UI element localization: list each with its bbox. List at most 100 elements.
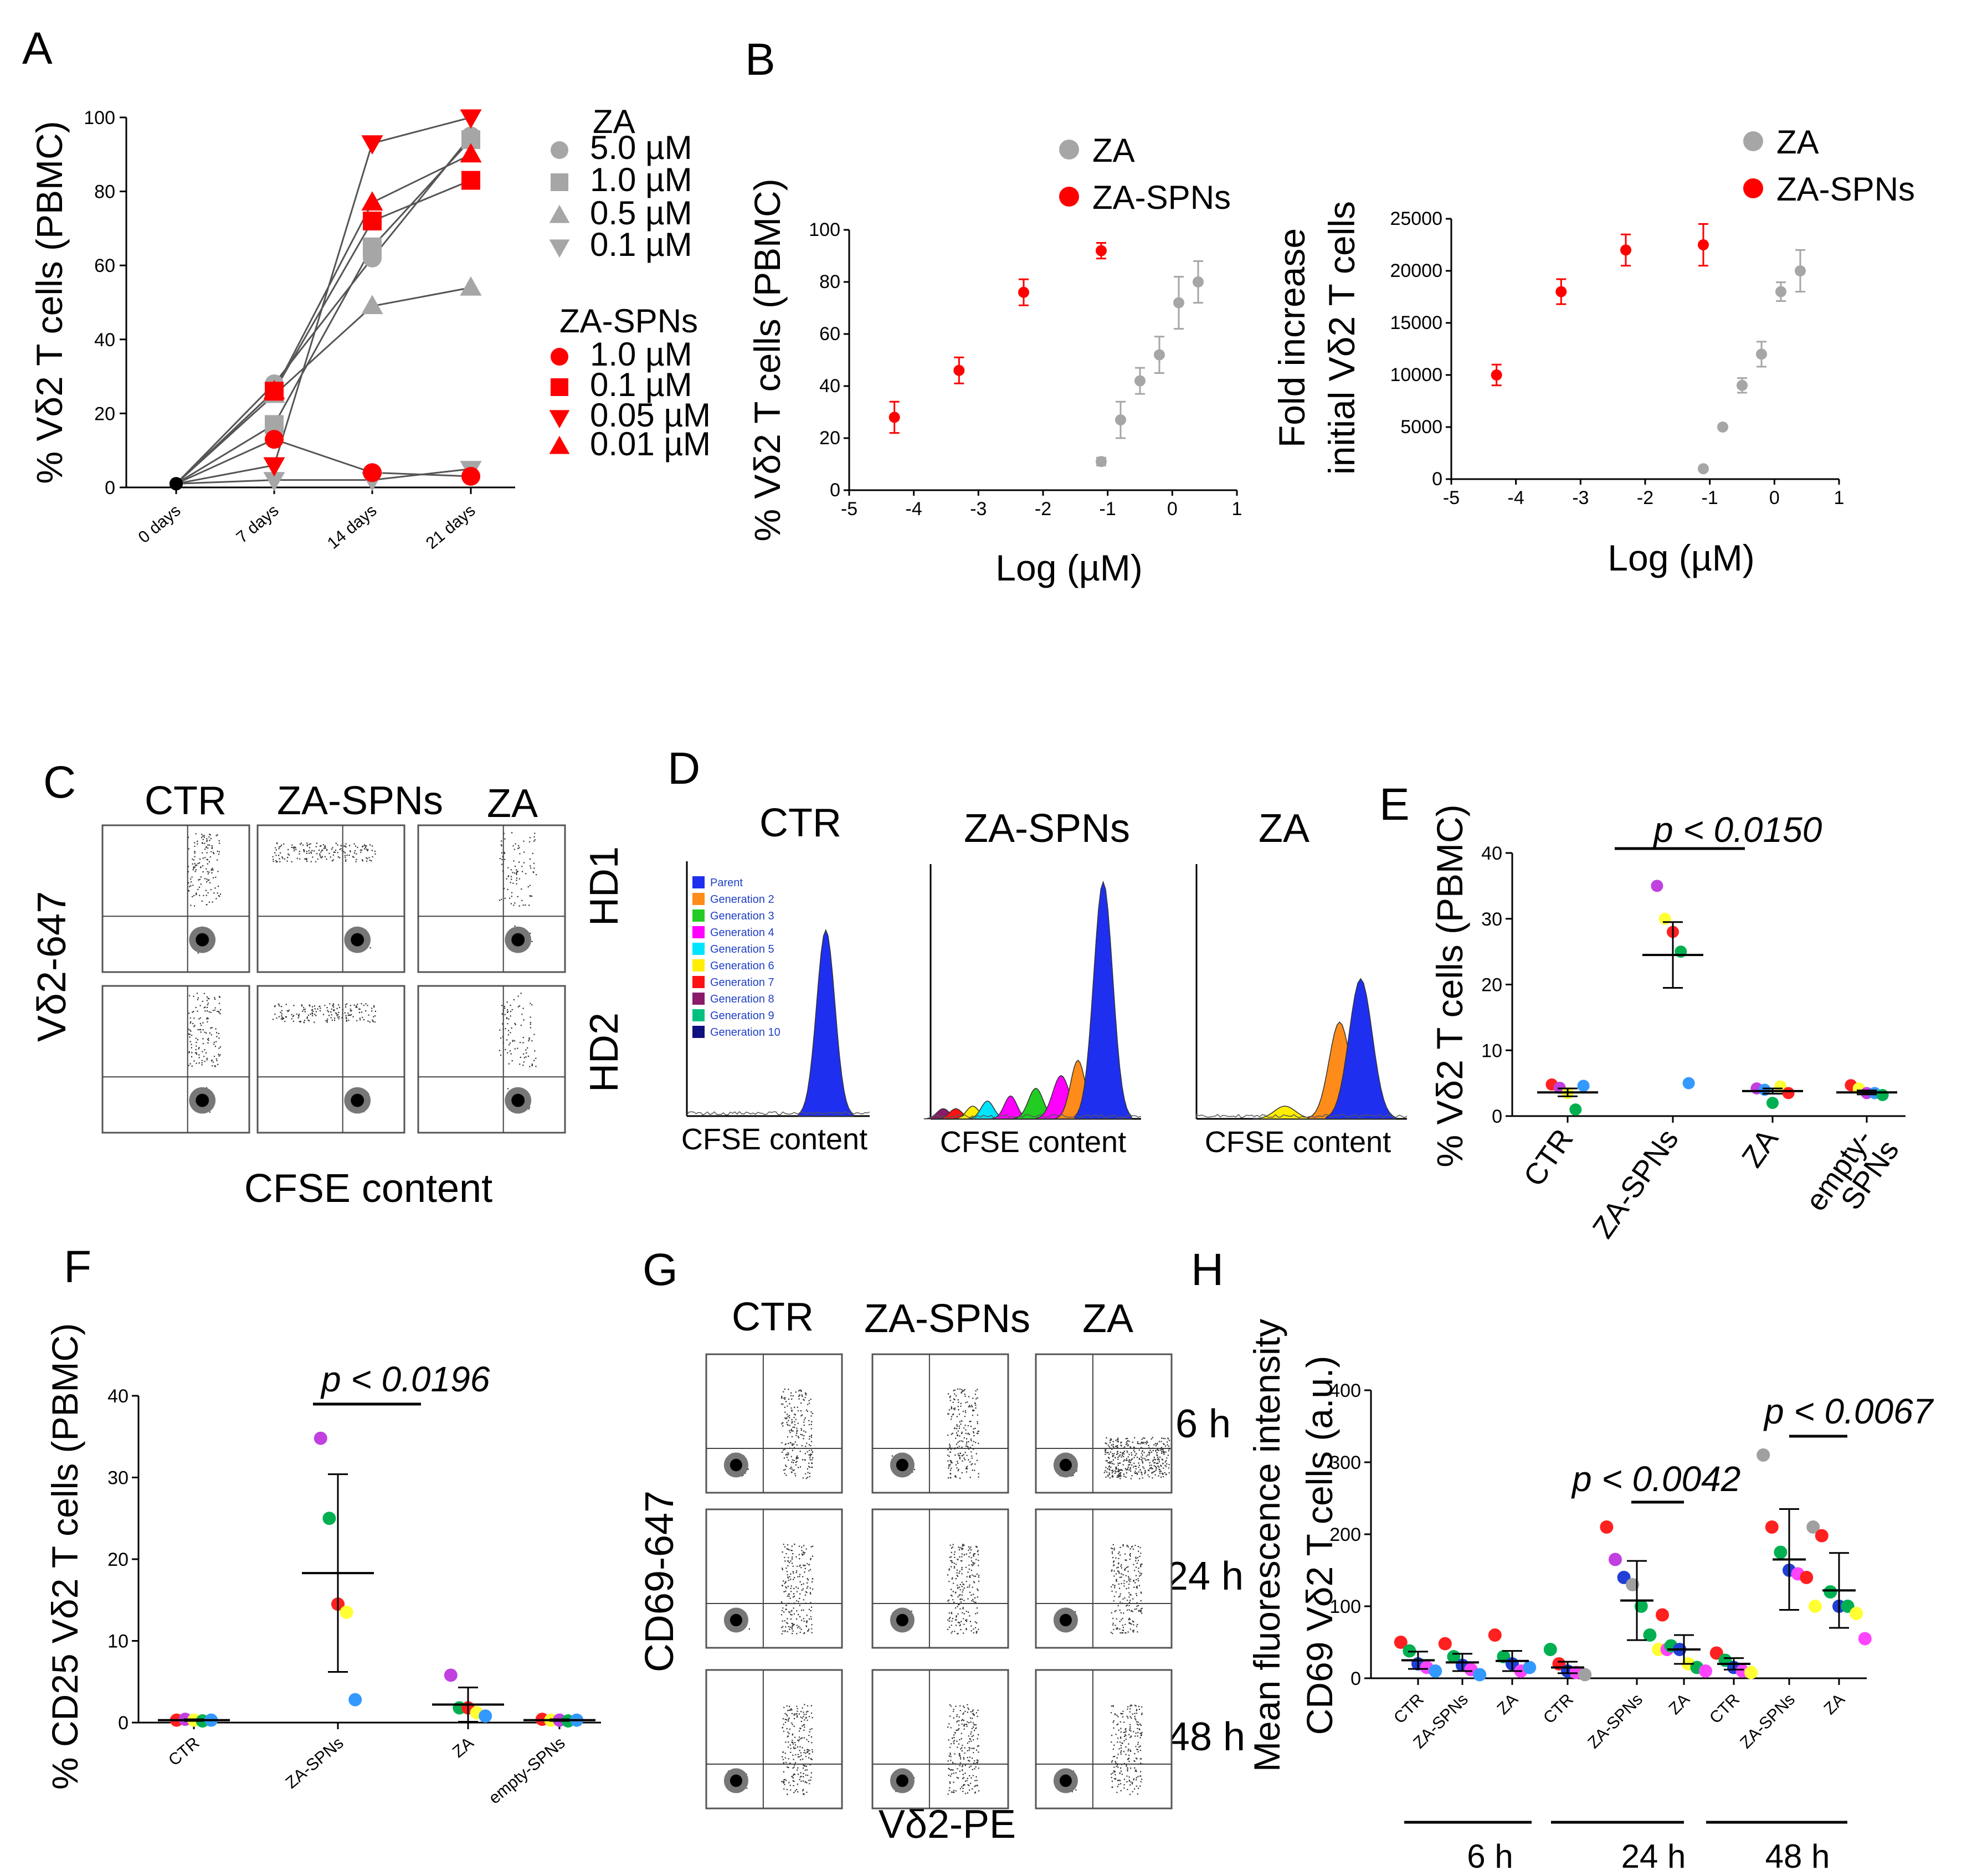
a-y-tick-label: 60 bbox=[94, 255, 115, 276]
a-data-point bbox=[363, 212, 382, 231]
b2-x-label: Log (µM) bbox=[1608, 537, 1754, 578]
b1-y-tick-label: 80 bbox=[819, 271, 840, 292]
a-data-point bbox=[265, 430, 284, 449]
d-legend: Parent Generation 2 Generation 3 Generation… bbox=[692, 876, 780, 1039]
e-data-point bbox=[1658, 912, 1671, 925]
e-data-point bbox=[1782, 1087, 1795, 1099]
b2-data-point bbox=[1620, 244, 1631, 256]
e-y-tick-label: 20 bbox=[1481, 975, 1502, 996]
b1-x-tick-label: -4 bbox=[906, 498, 922, 520]
b2-legend-label: ZA bbox=[1776, 124, 1819, 161]
g-plot-core bbox=[730, 1613, 742, 1627]
panel-label-f: F bbox=[64, 1242, 91, 1292]
d-x-label-ctr: CFSE content bbox=[681, 1123, 867, 1156]
a-y-tick-label: 20 bbox=[94, 403, 115, 424]
f-data-point bbox=[340, 1605, 353, 1619]
b1-data-point bbox=[889, 412, 900, 423]
b2-data-point bbox=[1491, 369, 1502, 381]
b2-x-tick-label: -3 bbox=[1572, 487, 1589, 508]
c-col-zaspns: ZA-SPNs bbox=[277, 779, 443, 823]
c-plot-core bbox=[196, 933, 209, 947]
panel-label-e: E bbox=[1379, 779, 1410, 830]
e-data-point bbox=[1651, 880, 1663, 892]
e-data-point bbox=[1758, 1083, 1771, 1096]
a-legend-label: 5.0 µM bbox=[590, 129, 692, 166]
b1-x-tick-label: -2 bbox=[1035, 498, 1051, 520]
d-raw-trace bbox=[1196, 1113, 1408, 1118]
h-y-tick-label: 400 bbox=[1329, 1380, 1361, 1401]
c-plot-frame bbox=[417, 985, 566, 1134]
b2-y-tick-label: 15000 bbox=[1390, 312, 1442, 333]
e-y-tick-label: 40 bbox=[1481, 843, 1502, 864]
panel-label-c: C bbox=[43, 757, 76, 808]
g-col-ctr: CTR bbox=[732, 1295, 814, 1339]
b2-x-tick-label: -1 bbox=[1702, 487, 1718, 508]
panel-label-b: B bbox=[745, 34, 775, 85]
e-data-point bbox=[1569, 1103, 1582, 1116]
d-legend-label: Parent bbox=[710, 877, 743, 889]
a-data-point bbox=[361, 295, 383, 315]
b1-data-point bbox=[1193, 276, 1204, 287]
d-legend-label: Generation 5 bbox=[710, 943, 774, 955]
h-data-point bbox=[1488, 1628, 1502, 1642]
a-series-line bbox=[176, 139, 472, 485]
d-legend-label: Generation 4 bbox=[710, 927, 774, 939]
a-legend-marker bbox=[549, 239, 570, 258]
f-x-tick-label: CTR bbox=[165, 1734, 203, 1770]
d-legend-label: Generation 7 bbox=[710, 976, 774, 989]
a-y-tick-label: 100 bbox=[84, 107, 115, 129]
h-x-tick-label: CTR bbox=[1706, 1690, 1743, 1728]
h-data-point bbox=[1634, 1600, 1648, 1613]
b1-x-tick-label: -3 bbox=[970, 498, 987, 520]
f-data-point bbox=[444, 1668, 458, 1682]
f-data-point bbox=[479, 1709, 492, 1723]
d-col-za: ZA bbox=[1259, 806, 1309, 851]
g-plot-core bbox=[730, 1774, 742, 1787]
f-x-tick-label: ZA-SPNs bbox=[283, 1734, 347, 1792]
panel-label-h: H bbox=[1191, 1245, 1224, 1295]
h-data-point bbox=[1808, 1600, 1822, 1613]
h-data-point bbox=[1699, 1664, 1712, 1678]
h-data-point bbox=[1806, 1520, 1820, 1534]
h-data-point bbox=[1438, 1637, 1452, 1651]
f-y-tick-label: 20 bbox=[107, 1549, 129, 1570]
b1-x-label: Log (µM) bbox=[995, 547, 1142, 588]
a-legend-label: 1.0 µM bbox=[590, 336, 692, 373]
g-plot-core bbox=[1059, 1774, 1072, 1787]
c-plot-frame bbox=[256, 985, 405, 1134]
f-data-point bbox=[348, 1693, 362, 1707]
c-plot-frame bbox=[101, 985, 250, 1134]
d-col-zaspns: ZA-SPNs bbox=[964, 806, 1130, 851]
f-x-tick-label: empty-SPNs bbox=[485, 1734, 568, 1808]
c-plot-core bbox=[351, 933, 364, 947]
b2-legend-marker bbox=[1743, 131, 1763, 151]
panel-label-a: A bbox=[22, 23, 53, 74]
h-data-point bbox=[1600, 1520, 1614, 1534]
b2-data-point bbox=[1698, 239, 1709, 250]
a-legend-marker bbox=[549, 410, 570, 429]
d-legend-swatch bbox=[692, 993, 705, 1005]
h-y-label-line1: Mean fluorescence intensity bbox=[1246, 1319, 1287, 1772]
g-plot-core bbox=[896, 1613, 908, 1627]
g-row-48h: 48 h bbox=[1168, 1715, 1245, 1759]
e-x-tick-label: CTR bbox=[1517, 1123, 1580, 1192]
g-col-za: ZA bbox=[1082, 1297, 1133, 1341]
f-pvalue: p < 0.0196 bbox=[320, 1359, 490, 1399]
c-row-hd2: HD2 bbox=[582, 1012, 626, 1092]
c-y-label: Vδ2-647 bbox=[30, 891, 74, 1042]
d-legend-label: Generation 9 bbox=[710, 1010, 774, 1022]
h-time-24h: 24 h bbox=[1621, 1838, 1686, 1875]
c-flow-plots bbox=[101, 824, 566, 1134]
a-y-tick-label: 40 bbox=[94, 330, 115, 351]
d-legend-swatch bbox=[692, 959, 705, 972]
a-legend-label: 0.5 µM bbox=[590, 194, 692, 232]
b1-data-point bbox=[1154, 349, 1165, 361]
b2-data-point bbox=[1756, 348, 1767, 360]
panel-a-chart: 0 20 40 60 80 100 0 days 7 days 14 days 21 days bbox=[84, 107, 515, 553]
c-col-ctr: CTR bbox=[145, 779, 227, 823]
a-y-label: % Vδ2 T cells (PBMC) bbox=[29, 121, 70, 484]
d-legend-swatch bbox=[692, 976, 705, 988]
b2-y-tick-label: 0 bbox=[1432, 469, 1442, 490]
c-col-za: ZA bbox=[487, 782, 538, 826]
a-legend-title-spn: ZA-SPNs bbox=[559, 302, 698, 340]
